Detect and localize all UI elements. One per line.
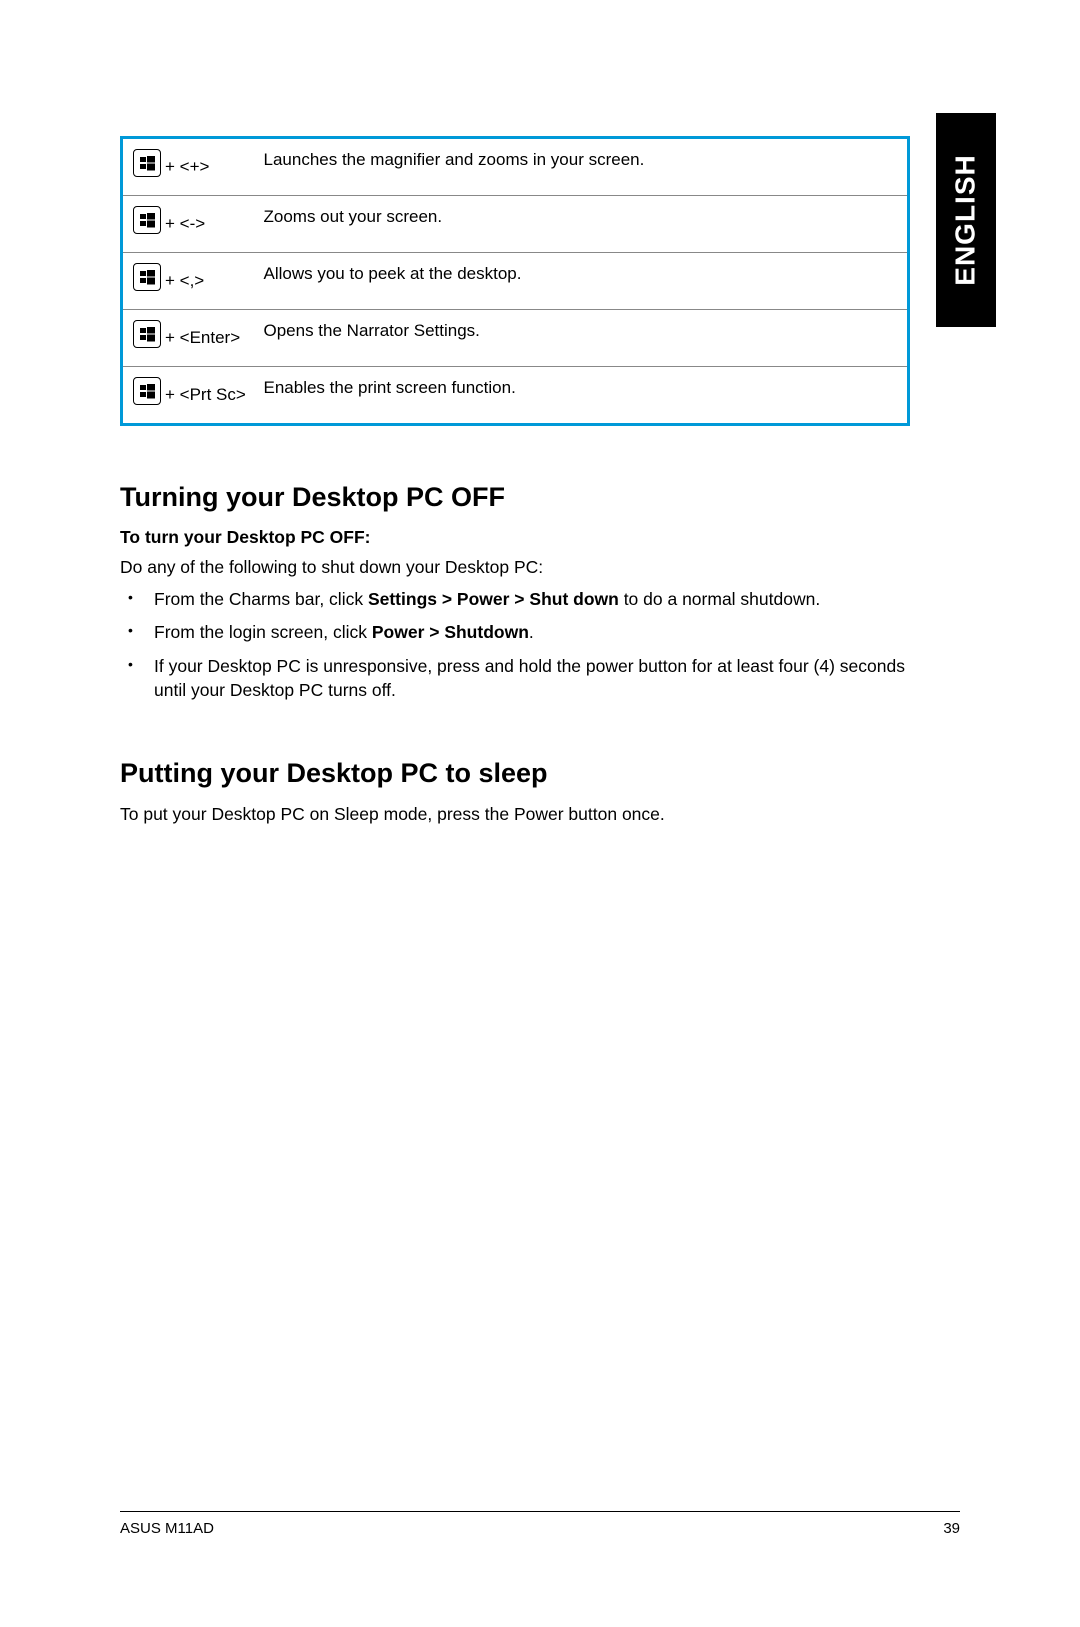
shortcut-table: + <+> Launches the magnifier and zooms i… (120, 136, 910, 426)
page-root: ENGLISH + <+> Launches the magnifier and… (0, 0, 1080, 1627)
key-suffix: + <Enter> (165, 328, 240, 347)
desc-cell: Launches the magnifier and zooms in your… (262, 138, 909, 196)
bullet-bold: Settings > Power > Shut down (368, 589, 619, 609)
bullet-pre: From the Charms bar, click (154, 589, 368, 609)
windows-key-icon (133, 320, 161, 348)
windows-key-icon (133, 206, 161, 234)
page-footer: ASUS M11AD 39 (120, 1511, 960, 1537)
key-suffix: + <,> (165, 271, 204, 290)
windows-key-icon (133, 263, 161, 291)
key-cell: + <,> (122, 253, 262, 310)
bullet-post: to do a normal shutdown. (619, 589, 820, 609)
list-item: From the login screen, click Power > Shu… (150, 621, 910, 645)
language-tab: ENGLISH (936, 113, 996, 327)
table-row: + <+> Launches the magnifier and zooms i… (122, 138, 909, 196)
windows-key-icon (133, 149, 161, 177)
language-tab-label: ENGLISH (950, 154, 982, 285)
key-suffix: + <Prt Sc> (165, 385, 246, 404)
section-subheading: To turn your Desktop PC OFF: (120, 527, 910, 548)
list-item: From the Charms bar, click Settings > Po… (150, 588, 910, 612)
key-cell: + <Enter> (122, 310, 262, 367)
desc-cell: Opens the Narrator Settings. (262, 310, 909, 367)
footer-left: ASUS M11AD (120, 1520, 214, 1537)
bullet-post: . (529, 622, 534, 642)
footer-page-number: 39 (943, 1520, 960, 1537)
list-item: If your Desktop PC is unresponsive, pres… (150, 655, 910, 702)
bullet-list: From the Charms bar, click Settings > Po… (120, 588, 910, 703)
key-suffix: + <+> (165, 157, 209, 176)
section-title-sleep: Putting your Desktop PC to sleep (120, 758, 910, 789)
table-row: + <,> Allows you to peek at the desktop. (122, 253, 909, 310)
key-cell: + <Prt Sc> (122, 367, 262, 425)
key-suffix: + <-> (165, 214, 205, 233)
table-row: + <Prt Sc> Enables the print screen func… (122, 367, 909, 425)
page-content: + <+> Launches the magnifier and zooms i… (120, 136, 910, 835)
key-cell: + <+> (122, 138, 262, 196)
section-intro: Do any of the following to shut down you… (120, 556, 910, 580)
windows-key-icon (133, 377, 161, 405)
table-row: + <-> Zooms out your screen. (122, 196, 909, 253)
table-row: + <Enter> Opens the Narrator Settings. (122, 310, 909, 367)
section-body: To put your Desktop PC on Sleep mode, pr… (120, 803, 910, 827)
desc-cell: Zooms out your screen. (262, 196, 909, 253)
key-cell: + <-> (122, 196, 262, 253)
bullet-pre: From the login screen, click (154, 622, 372, 642)
section-title-off: Turning your Desktop PC OFF (120, 482, 910, 513)
bullet-bold: Power > Shutdown (372, 622, 529, 642)
desc-cell: Allows you to peek at the desktop. (262, 253, 909, 310)
bullet-pre: If your Desktop PC is unresponsive, pres… (154, 656, 905, 700)
desc-cell: Enables the print screen function. (262, 367, 909, 425)
